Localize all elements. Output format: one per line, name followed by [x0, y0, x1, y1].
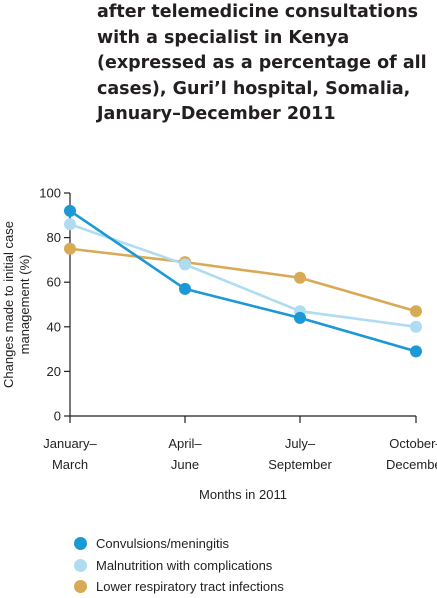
title-line: cases), Guri’l hospital, Somalia, — [97, 78, 411, 99]
x-tick-label: December — [386, 457, 437, 472]
title-line: January–December 2011 — [97, 104, 336, 124]
data-point-convulsions — [410, 345, 422, 358]
y-tick-label: 80 — [47, 230, 61, 245]
y-tick-label: 60 — [47, 275, 61, 290]
chart-axes: 0 20 40 60 80 100 January– March April– June July–… — [1, 186, 437, 503]
y-axis-title-line: Changes made to initial case — [1, 221, 16, 388]
series-line-convulsions — [69, 209, 417, 353]
title-line: (expressed as a percentage of all — [97, 53, 427, 73]
data-point-malnutrition — [64, 218, 76, 231]
legend-label: Lower respiratory tract infections — [96, 579, 284, 595]
legend: Convulsions/meningitis Malnutrition with… — [74, 533, 284, 598]
x-tick-label: April– — [168, 436, 202, 451]
data-point-respiratory — [410, 305, 422, 318]
legend-marker-convulsions — [74, 537, 87, 551]
x-tick-label: July– — [285, 436, 316, 451]
y-tick-label: 0 — [54, 409, 61, 424]
title-line: with a specialist in Kenya — [97, 27, 350, 48]
y-tick-label: 100 — [39, 186, 61, 201]
y-axis-title-line: management (%) — [17, 255, 32, 355]
legend-item-malnutrition: Malnutrition with complications — [74, 555, 284, 577]
data-point-convulsions — [179, 282, 191, 295]
data-point-convulsions — [64, 204, 76, 217]
series-line-malnutrition — [69, 222, 417, 329]
legend-marker-malnutrition — [74, 558, 87, 572]
x-tick-label: June — [171, 457, 199, 472]
legend-label: Convulsions/meningitis — [96, 536, 229, 552]
x-tick-label: October– — [389, 436, 437, 451]
x-tick-label: March — [52, 457, 88, 472]
legend-item-respiratory: Lower respiratory tract infections — [74, 576, 284, 598]
chart-title: after telemedicine consultations with a … — [97, 0, 432, 128]
series-layer — [64, 204, 422, 358]
data-point-respiratory — [64, 242, 76, 255]
x-tick-label: September — [268, 457, 332, 472]
legend-item-convulsions: Convulsions/meningitis — [74, 533, 284, 555]
series-line-respiratory — [69, 247, 417, 313]
x-axis-title: Months in 2011 — [199, 487, 287, 502]
y-tick-label: 20 — [47, 364, 61, 379]
data-point-malnutrition — [179, 258, 191, 271]
data-point-malnutrition — [410, 320, 422, 333]
data-point-respiratory — [294, 271, 306, 284]
line-chart: 0 20 40 60 80 100 January– March April– June July–… — [1, 186, 437, 503]
y-tick-label: 40 — [47, 319, 61, 334]
data-point-convulsions — [294, 311, 306, 324]
legend-label: Malnutrition with complications — [96, 557, 273, 573]
title-line: after telemedicine consultations — [97, 2, 419, 22]
x-tick-label: January– — [43, 436, 97, 451]
legend-marker-respiratory — [74, 580, 87, 594]
